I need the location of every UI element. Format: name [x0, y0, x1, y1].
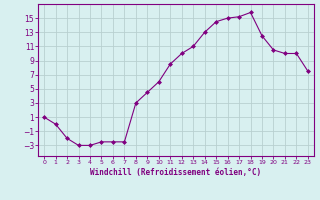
X-axis label: Windchill (Refroidissement éolien,°C): Windchill (Refroidissement éolien,°C) — [91, 168, 261, 177]
